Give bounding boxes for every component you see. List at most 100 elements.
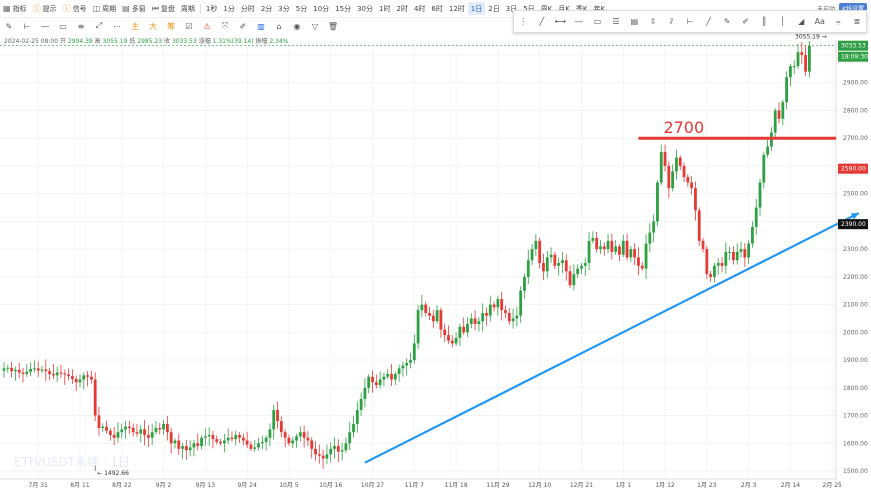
interval-2[interactable]: 分时 bbox=[240, 4, 255, 13]
hline-icon[interactable]: ― bbox=[41, 21, 49, 31]
brush-icon[interactable]: ✐ bbox=[742, 17, 749, 26]
trendline-icon[interactable]: ╱ bbox=[539, 17, 545, 26]
candle-body bbox=[200, 437, 203, 447]
interval-14[interactable]: 1日 bbox=[467, 2, 486, 15]
ray-icon[interactable]: ⟷ bbox=[554, 17, 567, 26]
candle-body bbox=[561, 260, 564, 263]
fib-retracement-icon[interactable]: ▤ bbox=[630, 17, 639, 26]
interval-7[interactable]: 15分 bbox=[335, 4, 352, 13]
candle-body bbox=[751, 226, 754, 244]
candle-body bbox=[306, 437, 310, 441]
candle-body bbox=[112, 434, 116, 438]
candle-body bbox=[504, 310, 507, 313]
x-tick-label: 11月 29 bbox=[486, 482, 509, 489]
candle-body bbox=[694, 188, 697, 211]
candle-body bbox=[804, 55, 808, 72]
price-range-icon[interactable]: ⇳ bbox=[649, 17, 657, 26]
interval-10[interactable]: 2时 bbox=[396, 4, 408, 13]
vertical-bars-icon[interactable]: ║ bbox=[761, 17, 767, 26]
large-button[interactable]: 大 bbox=[149, 21, 157, 31]
brush-icon[interactable]: ✐ bbox=[239, 21, 247, 31]
pen-icon[interactable]: ✎ bbox=[723, 17, 731, 26]
alert-draw-icon[interactable]: ⚠ bbox=[203, 21, 211, 31]
fib-icon[interactable]: ⤢ bbox=[95, 21, 103, 30]
pencil-icon[interactable]: ✎ bbox=[5, 21, 13, 31]
candle-body bbox=[743, 249, 747, 258]
bar-pattern-icon[interactable]: ▥ bbox=[257, 21, 265, 31]
eye-icon[interactable]: ◉ bbox=[293, 21, 301, 31]
candle-body bbox=[659, 152, 663, 183]
hline-tool-icon[interactable]: ⊢ bbox=[23, 21, 31, 31]
interval-4[interactable]: 3分 bbox=[278, 4, 290, 13]
candle-body bbox=[127, 426, 131, 429]
filter-icon[interactable]: ▽ bbox=[311, 21, 319, 31]
interval-20[interactable]: 季K bbox=[575, 4, 588, 13]
more-icon[interactable]: ⋯ bbox=[113, 21, 121, 31]
cycle-button[interactable]: 周期 bbox=[180, 4, 195, 13]
trash-icon[interactable]: 🗑 bbox=[327, 21, 339, 31]
parallel-icon[interactable]: ⫽ bbox=[669, 16, 674, 26]
check-icon[interactable]: ☑ bbox=[185, 21, 193, 31]
interval-5[interactable]: 5分 bbox=[295, 4, 308, 13]
interval-8[interactable]: 30分 bbox=[357, 4, 373, 13]
interval-11[interactable]: 4时 bbox=[413, 4, 426, 13]
signals-button[interactable]: ⓘ 信号 bbox=[62, 4, 87, 13]
candle-body bbox=[511, 318, 515, 322]
drag-handle-icon[interactable]: ⋮ bbox=[519, 17, 528, 26]
menu-icon[interactable]: ≡ bbox=[77, 21, 85, 31]
candle-body bbox=[614, 246, 618, 252]
interval-0[interactable]: 1秒 bbox=[205, 4, 218, 13]
list-icon[interactable]: ≣ bbox=[853, 17, 861, 26]
hline-icon[interactable]: ― bbox=[574, 17, 583, 26]
x-tick-label: 9月 2 bbox=[156, 482, 172, 489]
indicators-button[interactable]: ▦ 指标 bbox=[3, 4, 27, 13]
align-icon[interactable]: ⩦ bbox=[835, 16, 841, 26]
replay-button[interactable]: ⏮ 复盘 bbox=[151, 3, 175, 13]
vline-icon[interactable]: │ bbox=[780, 17, 786, 26]
candle-body bbox=[599, 246, 602, 250]
text-icon[interactable]: Aa bbox=[814, 17, 825, 26]
interval-15[interactable]: 2日 bbox=[488, 4, 500, 13]
candle-body bbox=[709, 274, 713, 277]
x-tick-label: 9月 24 bbox=[237, 482, 257, 489]
candle-body bbox=[390, 373, 393, 380]
interval-16[interactable]: 3日 bbox=[505, 4, 518, 13]
marker-icon[interactable]: ◢ bbox=[798, 17, 805, 26]
period-button[interactable]: ◫ 周期 bbox=[92, 4, 117, 13]
interval-1[interactable]: 1分 bbox=[223, 4, 235, 13]
line-icon[interactable]: ╱ bbox=[706, 17, 711, 26]
interval-6[interactable]: 10分 bbox=[313, 4, 330, 13]
main-chart-button[interactable]: 主 bbox=[131, 21, 139, 31]
interval-19[interactable]: 月K bbox=[558, 4, 570, 13]
chips-button[interactable]: 筹 bbox=[167, 21, 175, 31]
candle-body bbox=[773, 110, 777, 133]
countdown-tag-bg bbox=[838, 51, 868, 62]
interval-17[interactable]: 5日 bbox=[523, 4, 535, 13]
alerts-button[interactable]: ⓘ 提示 bbox=[32, 4, 57, 13]
rect-icon[interactable]: ▭ bbox=[59, 21, 67, 31]
y-tick-label: 1900.00 bbox=[843, 357, 868, 364]
segment-icon[interactable]: ⊢ bbox=[686, 17, 694, 26]
candle-body bbox=[295, 436, 298, 441]
candle-body bbox=[766, 146, 770, 155]
candle-body bbox=[348, 432, 352, 444]
top-toolbar: ▦ 指标 ⓘ 提示 ⓘ 信号 ◫ 周期 ▤ 多窗 ⏮ 复盘 周期 1秒 1分 分时 2分 3分 5分 1… bbox=[0, 0, 871, 18]
magnet-icon[interactable]: ⌂ bbox=[276, 21, 282, 31]
interval-9[interactable]: 1时 bbox=[379, 4, 391, 13]
interval-3[interactable]: 2分 bbox=[260, 4, 273, 13]
kline-settings-button[interactable]: K线设置 bbox=[839, 3, 867, 14]
interval-12[interactable]: 6时 bbox=[431, 4, 443, 13]
interval-18[interactable]: 周K bbox=[540, 4, 553, 13]
interval-13[interactable]: 12时 bbox=[448, 4, 465, 13]
candle-body bbox=[40, 369, 44, 371]
candle-body bbox=[222, 440, 226, 444]
measure-icon[interactable]: ⤧ bbox=[221, 21, 229, 30]
top-right-controls: 未启动 K线设置 bbox=[817, 0, 867, 17]
rect-icon[interactable]: ▭ bbox=[593, 17, 602, 26]
low-label: ← 1492.66 bbox=[97, 470, 129, 477]
interval-21[interactable]: 年K bbox=[593, 4, 606, 13]
multi-window-button[interactable]: ▤ 多窗 bbox=[122, 4, 146, 13]
candle-body bbox=[374, 382, 378, 386]
channel-icon[interactable]: ☰ bbox=[612, 17, 620, 26]
